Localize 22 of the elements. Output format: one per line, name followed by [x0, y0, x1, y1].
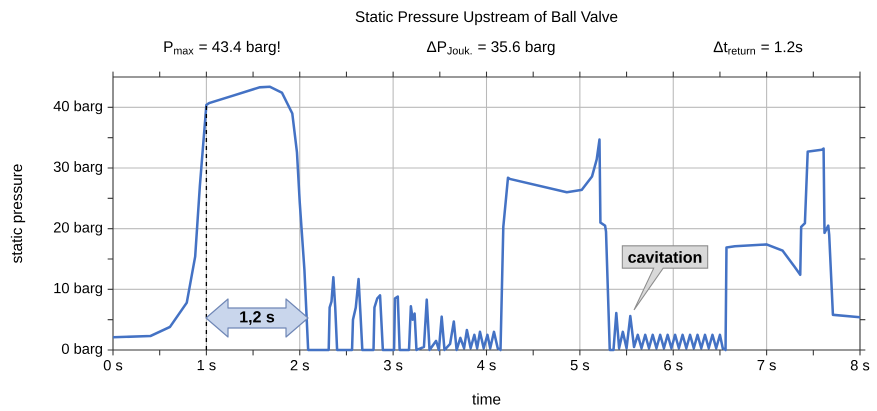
y-tick-label: 0 barg	[62, 343, 102, 357]
chart-title: Static Pressure Upstream of Ball Valve	[356, 10, 618, 26]
x-axis-title: time	[472, 393, 500, 405]
y-tick-label: 20 barg	[54, 222, 102, 236]
x-tick-label: 7 s	[758, 360, 776, 370]
text: P$_{max}$ = 43.4 barg!	[164, 40, 280, 56]
annotation: 1,2 s	[240, 311, 274, 325]
text: ΔP$_{Jouk.}$ = 35.6 barg	[426, 40, 555, 56]
y-tick-label: 10 barg	[54, 282, 102, 296]
y-tick-label: 30 barg	[54, 161, 102, 175]
x-tick-label: 4 s	[477, 360, 496, 370]
annotation: cavitation	[628, 251, 702, 263]
x-tick-label: 0 s	[104, 360, 122, 370]
x-tick-label: 1 s	[198, 360, 216, 370]
x-tick-label: 8 s	[850, 360, 870, 370]
x-tick-label: 5 s	[570, 360, 590, 370]
x-tick-label: 2 s	[290, 360, 309, 370]
x-tick-label: 3 s	[384, 360, 402, 370]
y-tick-label: 40 barg	[54, 100, 102, 114]
x-tick-label: 6 s	[664, 360, 682, 370]
y-axis-title: static pressure	[10, 164, 26, 263]
text: Δt$_{return}$ = 1.2s	[714, 41, 802, 55]
